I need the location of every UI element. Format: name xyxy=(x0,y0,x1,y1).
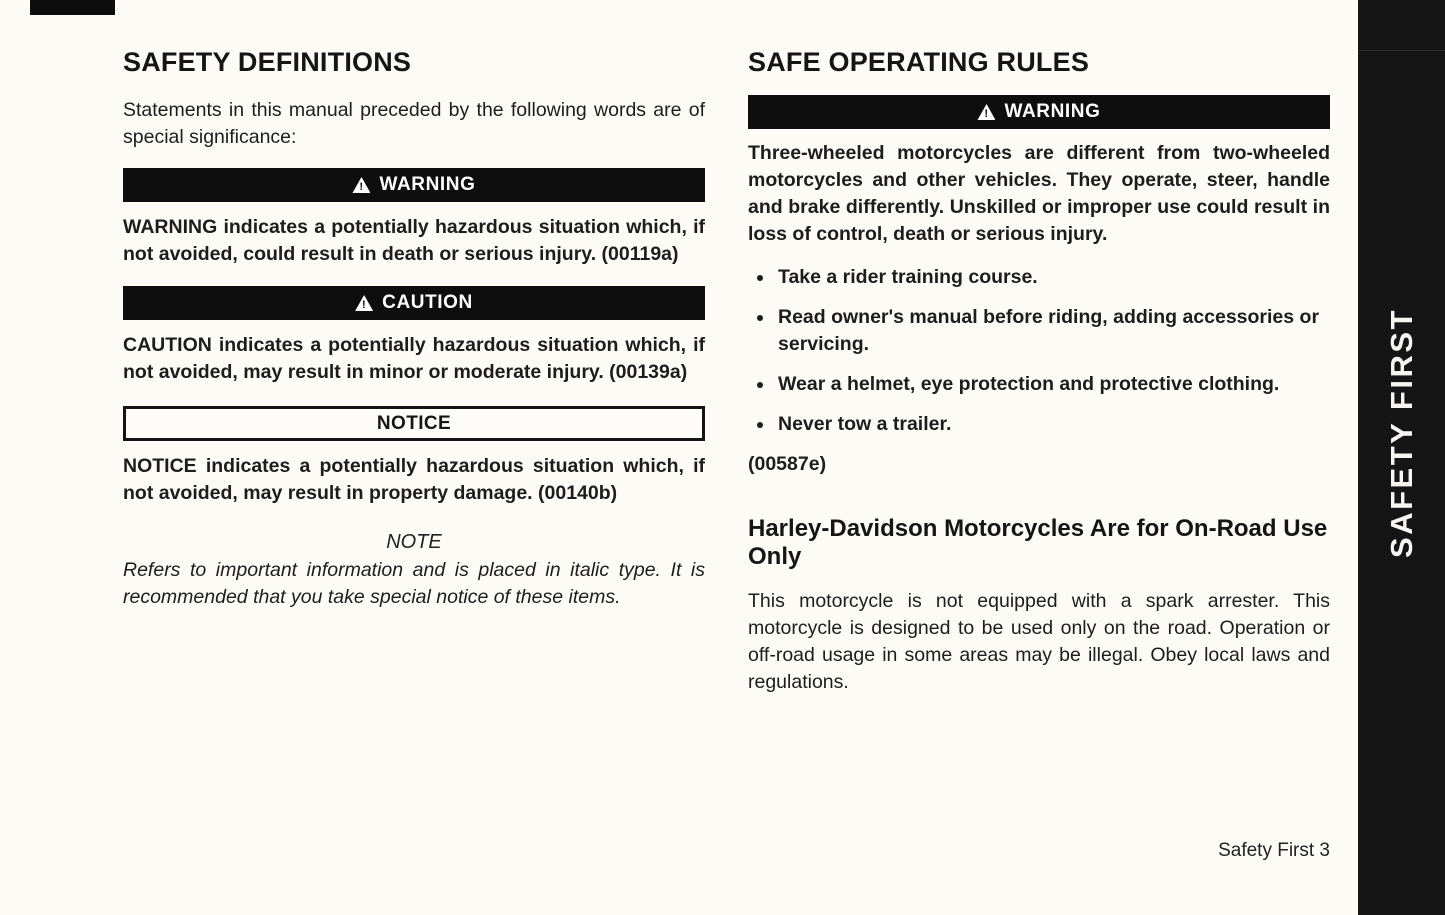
safety-rules-list: Take a rider training course. Read owner… xyxy=(748,264,1330,438)
chapter-tab-label-wrap: SAFETY FIRST xyxy=(1358,0,1445,866)
notice-banner-label: NOTICE xyxy=(376,412,452,434)
safe-operating-rules-section: SAFE OPERATING RULES ! WARNING Three-whe… xyxy=(748,0,1330,696)
caution-banner-label: CAUTION xyxy=(382,292,473,313)
page-footer-label: Safety First 3 xyxy=(1218,840,1330,861)
list-item: Wear a helmet, eye protection and protec… xyxy=(775,371,1330,398)
on-road-use-paragraph: This motorcycle is not equipped with a s… xyxy=(748,590,1330,693)
warning-triangle-icon: ! xyxy=(355,295,374,311)
warning-banner: ! WARNING xyxy=(748,95,1330,129)
note-heading: NOTE xyxy=(386,531,442,553)
reference-code: (00587e) xyxy=(748,453,827,475)
list-item: Never tow a trailer. xyxy=(775,411,1330,438)
section-title-safety-definitions: SAFETY DEFINITIONS xyxy=(123,47,412,77)
notice-definition-paragraph: NOTICE indicates a potentially hazardous… xyxy=(123,455,705,504)
scan-seam-line xyxy=(1358,50,1445,51)
chapter-edge-tab: SAFETY FIRST xyxy=(1358,0,1445,915)
intro-paragraph: Statements in this manual preceded by th… xyxy=(123,99,705,148)
safety-definitions-section: SAFETY DEFINITIONS Statements in this ma… xyxy=(123,0,705,611)
warning-triangle-icon: ! xyxy=(352,177,371,193)
warning-banner-label: WARNING xyxy=(379,174,476,195)
section-title-safe-operating-rules: SAFE OPERATING RULES xyxy=(748,47,1090,77)
notice-banner: NOTICE xyxy=(123,406,705,441)
caution-banner: ! CAUTION xyxy=(123,286,705,320)
caution-definition-paragraph: CAUTION indicates a potentially hazardou… xyxy=(123,334,705,383)
warning-triangle-icon: ! xyxy=(977,104,996,120)
warning-banner-label: WARNING xyxy=(1004,101,1101,122)
scan-corner-mark xyxy=(30,0,115,15)
warning-definition-paragraph: WARNING indicates a potentially hazardou… xyxy=(123,216,705,265)
subsection-title-on-road-use: Harley-Davidson Motorcycles Are for On-R… xyxy=(748,515,1328,570)
chapter-tab-label: SAFETY FIRST xyxy=(1383,308,1419,558)
three-wheeled-warning-paragraph: Three-wheeled motorcycles are different … xyxy=(748,142,1330,245)
warning-banner: ! WARNING xyxy=(123,168,705,202)
note-paragraph: Refers to important information and is p… xyxy=(123,559,705,608)
list-item: Take a rider training course. xyxy=(775,264,1330,291)
list-item: Read owner's manual before riding, addin… xyxy=(775,304,1330,358)
